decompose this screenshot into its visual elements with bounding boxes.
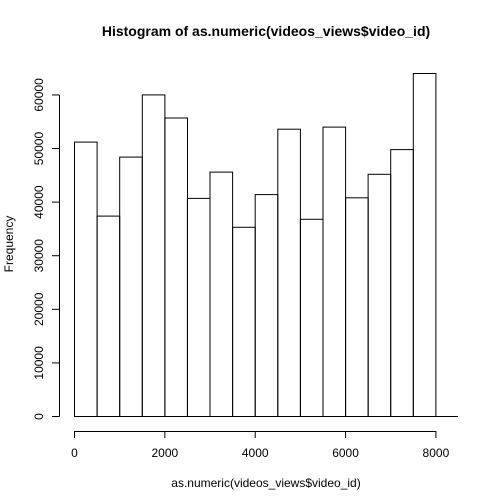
histogram-bar	[254, 194, 279, 417]
y-axis-title: Frequency	[2, 216, 16, 273]
x-tick-label: 4000	[242, 446, 269, 460]
histogram-bar	[367, 173, 392, 417]
x-tick-label: 6000	[332, 446, 359, 460]
x-tick-label: 0	[71, 446, 78, 460]
y-tick-label: 0	[32, 413, 46, 420]
histogram-bar	[164, 117, 188, 417]
x-tick-label: 8000	[423, 446, 450, 460]
x-axis-title: as.numeric(videos_views$video_id)	[171, 476, 360, 490]
x-tick-label: 2000	[152, 446, 179, 460]
chart-title: Histogram of as.numeric(videos_views$vid…	[102, 23, 430, 39]
y-tick-label: 40000	[32, 185, 46, 219]
histogram-bar	[299, 218, 324, 417]
histogram-bar	[322, 126, 347, 417]
y-tick-label: 60000	[32, 78, 46, 112]
histogram-bar	[119, 156, 143, 417]
histogram-bar	[209, 171, 234, 417]
histogram-bar	[277, 128, 301, 417]
x-axis: 0 2000 4000 6000 8000	[71, 431, 450, 460]
histogram-bar	[96, 215, 121, 417]
histogram-bar	[390, 149, 414, 417]
histogram-bar	[232, 226, 256, 417]
y-tick-label: 50000	[32, 132, 46, 166]
y-tick-label: 10000	[32, 346, 46, 380]
histogram-bar	[141, 94, 166, 418]
y-axis: 0 10000 20000 30000 40000 50000 60000	[32, 78, 60, 420]
histogram-bar	[345, 197, 369, 417]
histogram-bar	[74, 141, 98, 417]
y-tick-label: 20000	[32, 292, 46, 326]
histogram-bars	[74, 73, 458, 418]
y-tick-label: 30000	[32, 239, 46, 273]
histogram-bar	[186, 197, 211, 417]
histogram-bar	[412, 73, 437, 417]
